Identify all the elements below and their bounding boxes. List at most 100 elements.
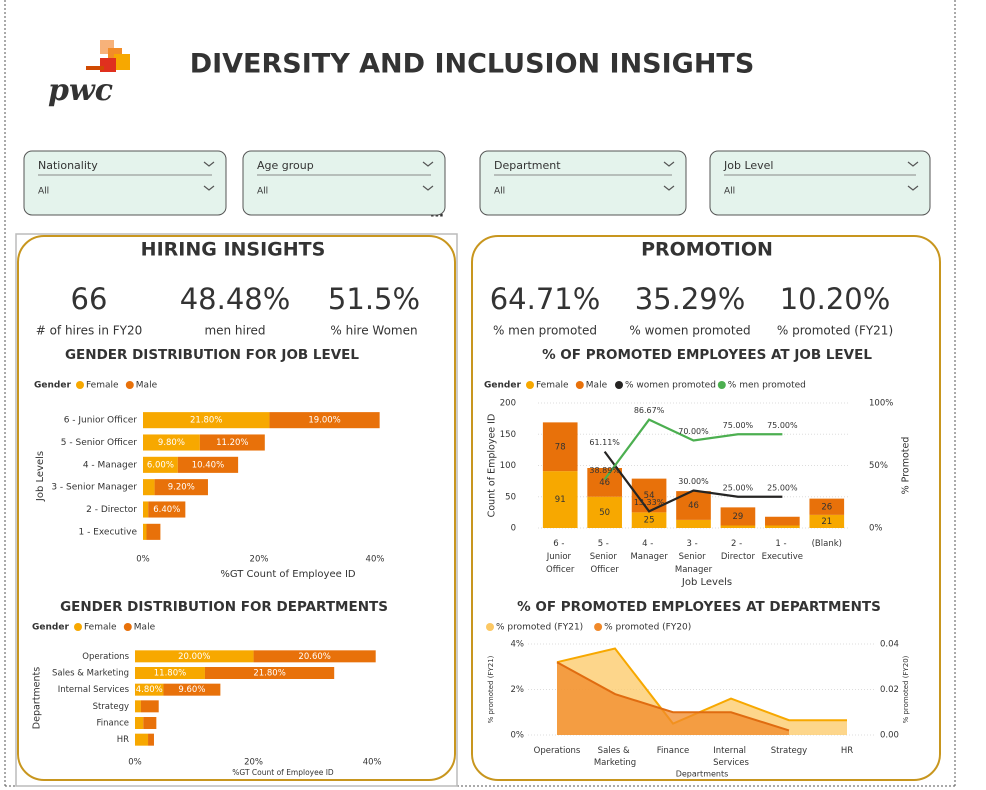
data-label: 10.40% [192,460,224,470]
chevron [663,185,675,191]
bar-segment [253,650,376,663]
bar-segment [143,479,155,496]
kpi-label: % men promoted [493,324,597,338]
x-tick-label: Internal Services [713,746,749,768]
chevron [422,185,434,191]
data-label: 38.89% [589,466,620,475]
data-label: 78 [555,442,566,452]
filter-label: Job Level [723,159,774,172]
filter-dropdown[interactable]: Department All [479,150,687,216]
data-label: 6.40% [153,505,180,515]
x-tick-label: (Blank) [812,539,842,549]
data-label: 54 [644,491,655,501]
filter-value: All [38,187,49,197]
y2-tick-label: 0% [869,524,883,534]
x-tick-label: 3 - Senior Manager [675,539,713,575]
bar-segment [143,412,270,429]
data-label: 25.00% [723,483,754,492]
x-tick-label: 6 - Junior Officer [546,539,575,575]
y-tick-label: 4% [511,640,525,650]
filter-value: All [494,187,505,197]
axis-title: %GT Count of Employee ID [220,569,356,580]
filter-box[interactable] [242,150,446,216]
legend-label: Female [86,381,119,391]
y-tick-label: 3 - Senior Manager [51,483,137,493]
page-title: DIVERSITY AND INCLUSION INSIGHTS [190,49,755,80]
filter-box[interactable] [479,150,687,216]
x-tick-label: 20% [244,758,263,768]
y-tick-label: 0% [511,731,525,741]
legend-title: Gender [484,381,521,391]
filter-dropdown[interactable]: Age group All [242,150,446,216]
bar-segment [135,717,144,729]
filter-box[interactable] [23,150,227,216]
bar-segment [163,683,221,696]
y-tick-label: 150 [500,430,516,440]
data-label: 46 [688,501,699,511]
y2-tick-label: 0.02 [880,685,899,695]
axis-title: Departments [32,667,43,729]
x-tick-label: Finance [657,746,690,756]
kpi-value: 51.5% [328,282,420,316]
y-tick-label: 100 [500,461,516,471]
y-tick-label: 4 - Manager [83,460,137,470]
legend-label: % women promoted [625,381,716,391]
x-tick-label: 2 - Director [721,539,756,562]
filter-dropdown[interactable]: Nationality All [23,150,227,216]
chevron [422,161,434,167]
bar-segment [135,733,149,746]
legend-label: Male [586,381,608,391]
data-label: 21.80% [190,416,222,426]
data-label: 25.00% [767,483,798,492]
area-line [556,647,847,725]
legend-swatch [615,381,623,389]
bar-segment [765,525,800,528]
y2-tick-label: 100% [869,399,893,409]
filter-box[interactable] [709,150,931,216]
legend-swatch [123,623,132,631]
data-label: 20.60% [298,652,330,662]
y-tick-label: Strategy [93,702,129,712]
chart-title: % OF PROMOTED EMPLOYEES AT JOB LEVEL [542,347,872,363]
data-label: 86.67% [634,406,665,415]
y-tick-label: Sales & Marketing [52,669,129,679]
legend-label: Female [84,623,117,633]
bar-segment [269,412,380,429]
x-tick-label: 20% [250,555,269,565]
bar-segment [135,650,254,663]
bar-segment [765,516,800,526]
line-series [603,418,783,481]
legend-swatch [486,623,494,631]
panel-title: HIRING INSIGHTS [141,239,326,261]
chart-title: % OF PROMOTED EMPLOYEES AT DEPARTMENTS [517,599,881,615]
bar-segment [809,514,845,528]
legend-label: % promoted (FY21) [496,623,583,633]
logo-blocks [86,40,130,72]
filter-dropdown[interactable]: Job Level All [709,150,931,216]
kpi-value: 48.48% [180,282,291,316]
filter-value: All [257,187,268,197]
bar-segment [135,667,205,679]
filter-label: Department [494,159,561,172]
bar-segment [143,456,178,473]
axis-title: Job Levels [35,451,46,502]
kpi-value: 35.29% [635,282,746,316]
y2-tick-label: 0.00 [880,731,899,741]
y-tick-label: 6 - Junior Officer [64,416,138,426]
bar-segment [143,434,200,451]
bar-segment [148,501,186,518]
y-tick-label: 200 [500,399,516,409]
chevron [203,161,215,167]
data-label: 30.00% [678,477,709,486]
legend-swatch [717,381,726,389]
kpi-value: 64.71% [490,282,601,316]
bar-segment [204,667,335,679]
legend-swatch [526,381,534,389]
area-fill [557,662,789,735]
x-tick-label: 4 - Manager [630,539,668,562]
legend-swatch [594,623,603,631]
y2-tick-label: 0.04 [880,640,899,650]
bar-segment [809,498,845,515]
bar-segment [631,512,667,528]
